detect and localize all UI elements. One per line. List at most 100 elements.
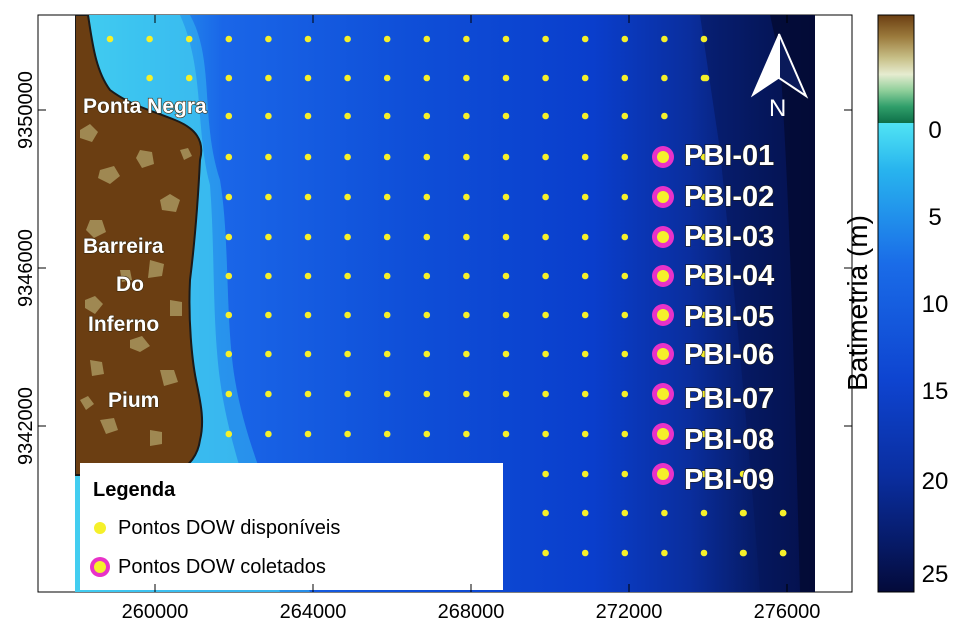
legend: Legenda Pontos DOW disponíveis Pontos DO… bbox=[80, 463, 503, 590]
collected-station-dot bbox=[657, 388, 669, 400]
collected-station-dot bbox=[657, 191, 669, 203]
collected-station-dot bbox=[657, 348, 669, 360]
coastline-land bbox=[75, 15, 204, 476]
available-point bbox=[423, 74, 431, 82]
available-point bbox=[344, 233, 351, 241]
x-tick-label: 276000 bbox=[754, 601, 821, 623]
available-point bbox=[542, 112, 549, 120]
available-point bbox=[621, 311, 629, 319]
available-point bbox=[700, 430, 708, 438]
available-point bbox=[502, 193, 510, 201]
available-point bbox=[542, 272, 549, 280]
available-point bbox=[661, 509, 668, 517]
available-point bbox=[423, 233, 431, 241]
available-point bbox=[423, 430, 431, 438]
available-point bbox=[621, 74, 629, 82]
available-point bbox=[502, 430, 510, 438]
axis-tick-marks bbox=[38, 15, 852, 592]
available-point bbox=[146, 74, 153, 82]
available-point bbox=[542, 311, 549, 319]
available-point bbox=[383, 112, 391, 120]
available-point bbox=[542, 430, 549, 438]
legend-collected-label: Pontos DOW coletados bbox=[118, 556, 326, 578]
available-point bbox=[344, 193, 351, 201]
available-point bbox=[146, 35, 153, 43]
available-point bbox=[225, 272, 233, 280]
available-point bbox=[700, 509, 708, 517]
available-point bbox=[502, 233, 510, 241]
available-point bbox=[700, 549, 708, 557]
available-point bbox=[185, 35, 193, 43]
available-point bbox=[581, 193, 589, 201]
colorbar-sea bbox=[878, 123, 914, 592]
available-point bbox=[542, 470, 549, 478]
available-point bbox=[383, 153, 391, 161]
colorbar-tick: 15 bbox=[922, 378, 949, 405]
available-point bbox=[621, 509, 629, 517]
available-point bbox=[225, 74, 233, 82]
legend-available-label: Pontos DOW disponíveis bbox=[118, 517, 340, 539]
available-point bbox=[423, 272, 431, 280]
colorbar-tick: 10 bbox=[922, 291, 949, 318]
available-point bbox=[779, 509, 787, 517]
available-point bbox=[344, 272, 351, 280]
available-point bbox=[304, 311, 312, 319]
available-point bbox=[739, 549, 747, 557]
available-point bbox=[225, 233, 233, 241]
available-point bbox=[621, 35, 629, 43]
available-point bbox=[225, 153, 233, 161]
available-point bbox=[225, 35, 233, 43]
available-point bbox=[700, 193, 708, 201]
available-point bbox=[700, 35, 708, 43]
available-point bbox=[463, 350, 470, 358]
available-point bbox=[344, 74, 351, 82]
north-arrow-icon: N bbox=[750, 33, 809, 122]
available-point bbox=[502, 311, 510, 319]
available-point bbox=[463, 74, 470, 82]
available-point bbox=[304, 272, 312, 280]
place-labels: Ponta Negra Barreira Do Inferno Pium bbox=[82, 94, 207, 412]
available-point bbox=[423, 311, 431, 319]
station-label: PBI-04 bbox=[684, 260, 774, 292]
station-label: PBI-09 bbox=[684, 464, 774, 496]
colorbar-land bbox=[878, 15, 914, 123]
available-point bbox=[581, 272, 589, 280]
x-tick-label: 272000 bbox=[596, 601, 663, 623]
available-point bbox=[621, 153, 629, 161]
available-point bbox=[621, 390, 629, 398]
available-point bbox=[661, 549, 668, 557]
available-point bbox=[383, 193, 391, 201]
available-point bbox=[423, 112, 431, 120]
available-point bbox=[383, 311, 391, 319]
available-point bbox=[423, 35, 431, 43]
colorbar: 0 5 10 15 20 25 Batimetria (m) bbox=[842, 14, 949, 593]
available-point bbox=[542, 549, 549, 557]
available-point bbox=[265, 35, 272, 43]
available-point bbox=[344, 390, 351, 398]
available-point bbox=[621, 272, 629, 280]
available-point bbox=[581, 74, 589, 82]
available-point bbox=[463, 193, 470, 201]
available-point bbox=[304, 74, 312, 82]
legend-available-marker bbox=[94, 522, 106, 534]
available-point bbox=[581, 430, 589, 438]
available-point bbox=[423, 153, 431, 161]
available-point bbox=[185, 74, 193, 82]
available-point bbox=[779, 549, 787, 557]
place-do: Do bbox=[116, 273, 144, 296]
available-point bbox=[581, 112, 589, 120]
available-point bbox=[621, 233, 629, 241]
available-point bbox=[383, 233, 391, 241]
available-point bbox=[304, 350, 312, 358]
available-point bbox=[621, 112, 629, 120]
available-point bbox=[225, 193, 233, 201]
available-point bbox=[502, 350, 510, 358]
available-point bbox=[344, 35, 351, 43]
available-point bbox=[383, 430, 391, 438]
available-point bbox=[542, 74, 549, 82]
available-point bbox=[581, 311, 589, 319]
available-point bbox=[106, 35, 114, 43]
available-point bbox=[463, 272, 470, 280]
available-point bbox=[423, 350, 431, 358]
